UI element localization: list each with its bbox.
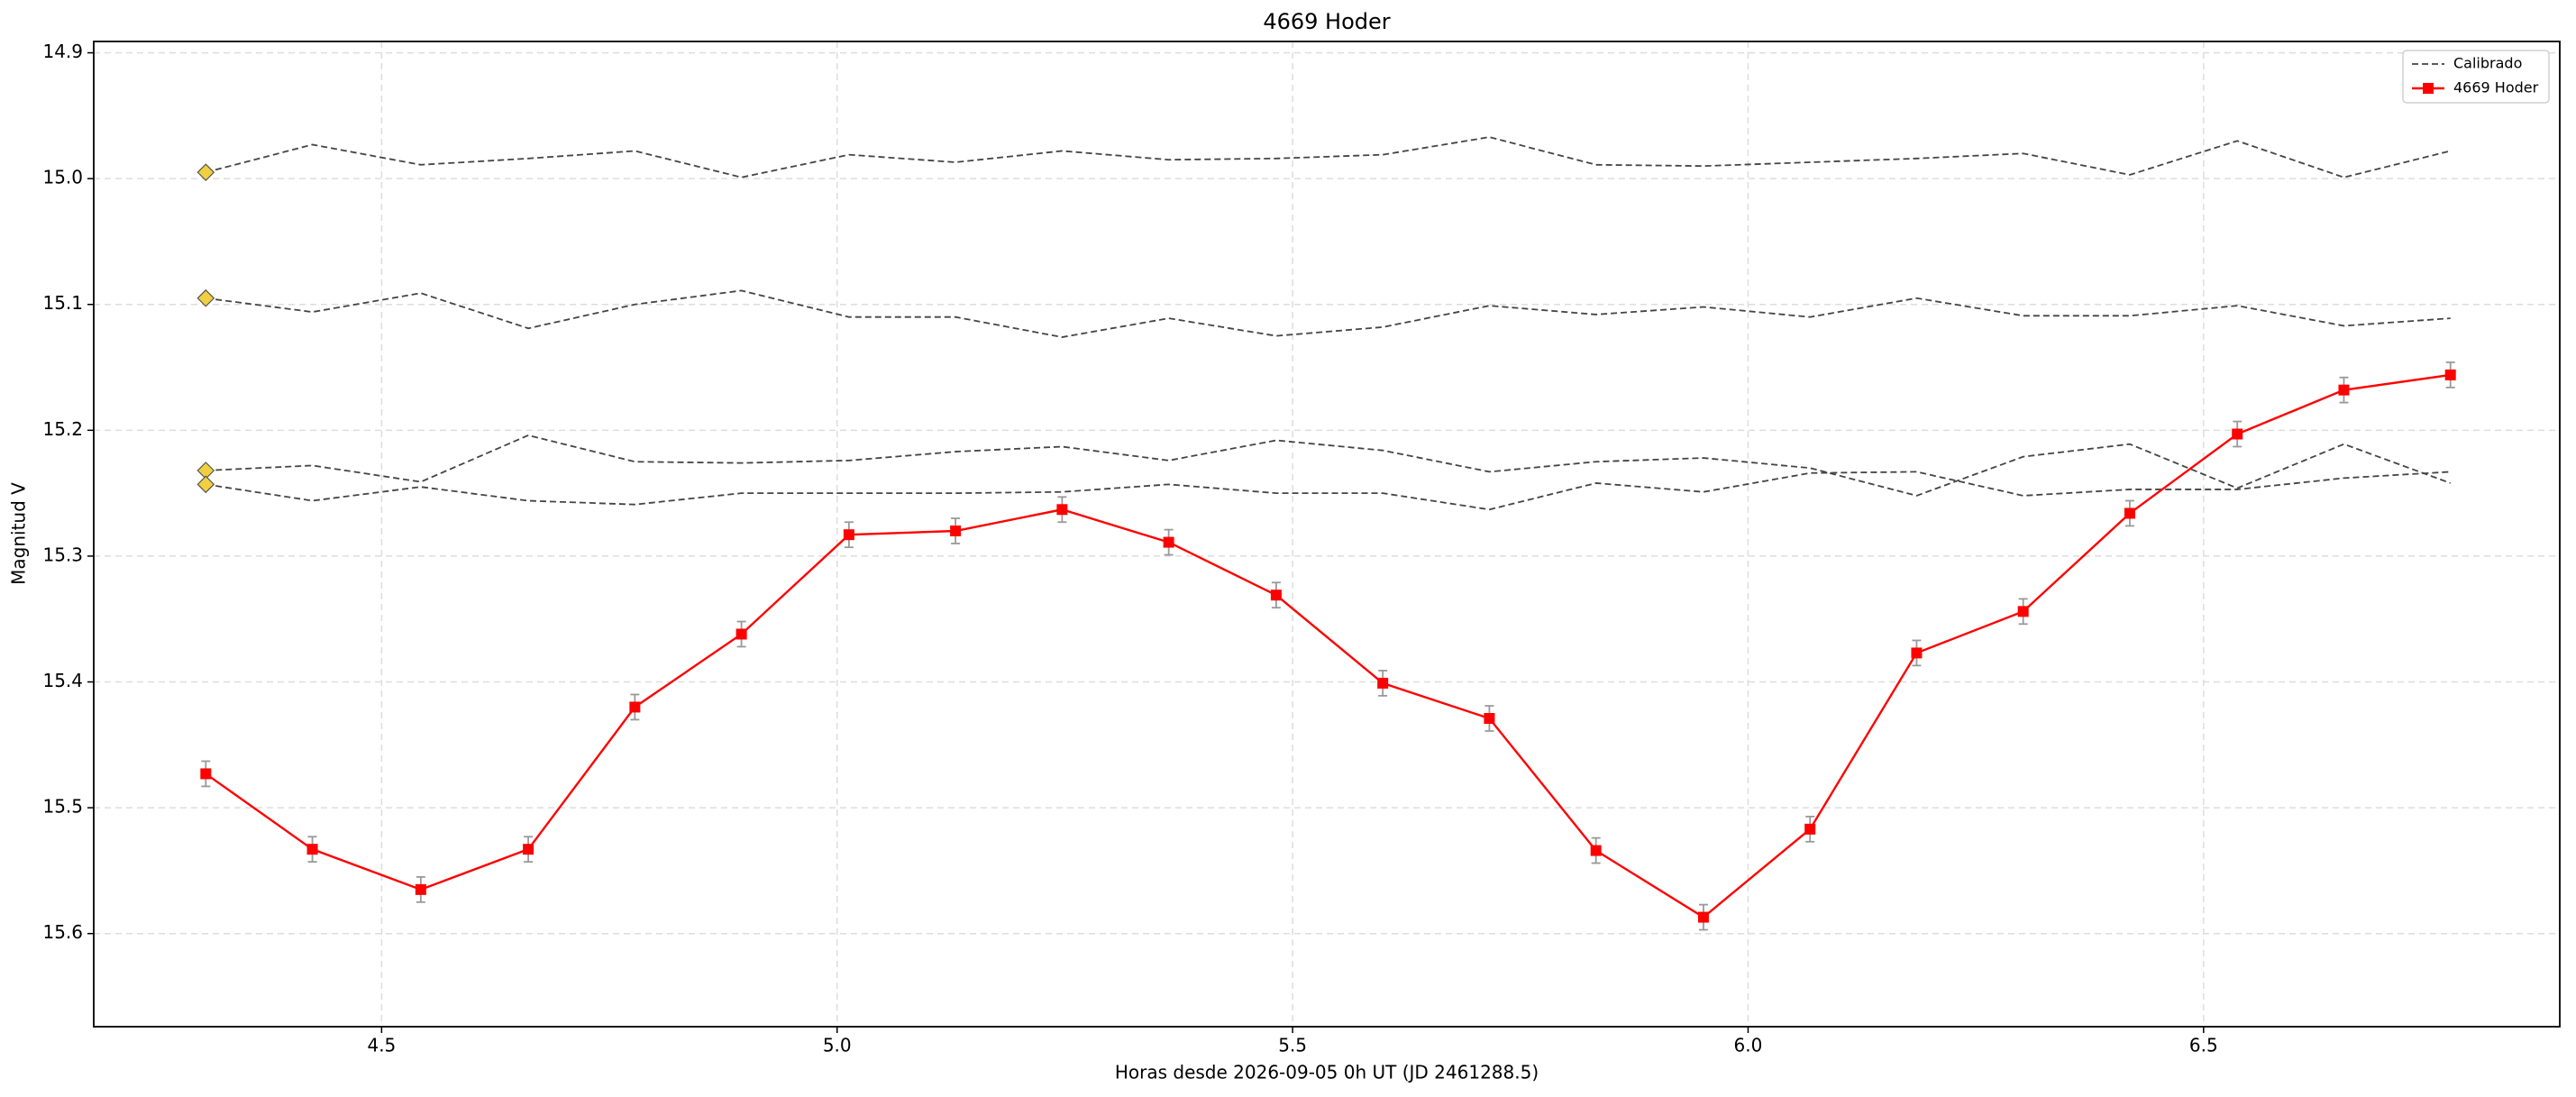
plot-frame xyxy=(93,41,2561,1028)
y-tick-label: 15.1 xyxy=(42,292,83,314)
point xyxy=(1377,677,1389,689)
point xyxy=(2232,428,2243,440)
point xyxy=(1163,536,1174,548)
point xyxy=(950,526,962,537)
point xyxy=(1056,504,1068,516)
point xyxy=(200,768,212,780)
comparison-marker xyxy=(196,288,215,307)
point xyxy=(1911,647,1923,659)
point xyxy=(2444,369,2456,380)
comparison-line xyxy=(206,136,2451,178)
comparison-line xyxy=(206,434,2452,497)
y-axis-label: Magnitud V xyxy=(8,482,30,585)
comparison-line xyxy=(206,289,2451,338)
comparison-marker xyxy=(196,475,215,494)
x-tick-label: 6.0 xyxy=(1734,1035,1763,1056)
point xyxy=(735,628,747,640)
x-axis-label: Horas desde 2026-09-05 0h UT (JD 2461288… xyxy=(1115,1062,1539,1083)
x-tick-label: 5.0 xyxy=(823,1035,852,1056)
point xyxy=(2338,384,2350,396)
legend-marker xyxy=(2423,83,2434,94)
legend-label: Calibrado xyxy=(2453,55,2522,72)
y-tick-label: 15.5 xyxy=(42,796,83,818)
legend-box xyxy=(2402,50,2550,104)
point xyxy=(2124,507,2135,519)
chart-title: 4669 Hoder xyxy=(1263,9,1390,34)
legend-label: 4669 Hoder xyxy=(2453,79,2539,96)
point xyxy=(2017,606,2029,617)
y-tick-label: 14.9 xyxy=(42,41,83,62)
y-tick-label: 15.3 xyxy=(42,544,83,565)
y-tick-label: 15.6 xyxy=(42,921,83,943)
point xyxy=(523,844,534,855)
series-line xyxy=(205,373,2451,919)
y-tick-label: 15.4 xyxy=(42,670,83,691)
comparison-marker xyxy=(196,163,215,182)
point xyxy=(629,701,641,713)
point xyxy=(1804,823,1816,835)
x-tick-label: 4.5 xyxy=(367,1035,396,1056)
point xyxy=(843,529,854,541)
point xyxy=(1590,845,1602,856)
x-tick-label: 5.5 xyxy=(1278,1035,1307,1056)
y-tick-label: 15.0 xyxy=(42,167,83,188)
point xyxy=(306,844,318,855)
x-tick-label: 6.5 xyxy=(2189,1035,2218,1056)
comparison-line xyxy=(206,471,2451,511)
y-tick-label: 15.2 xyxy=(42,418,83,440)
point xyxy=(1270,590,1282,601)
point xyxy=(1697,911,1709,923)
point xyxy=(1484,713,1495,725)
point xyxy=(415,883,426,895)
